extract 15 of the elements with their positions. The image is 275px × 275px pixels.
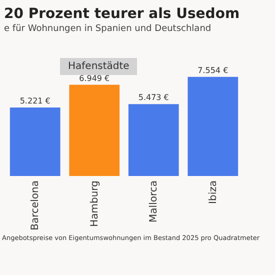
text: Hafenstädte (60, 58, 138, 75)
bar (69, 84, 120, 176)
data-label: 5.221 € (20, 96, 50, 106)
data-label: 7.554 € (198, 66, 228, 75)
data-label: 5.473 € (138, 93, 169, 102)
bar (188, 76, 238, 176)
bar (128, 104, 179, 176)
x-tick-label: Ibiza (208, 180, 219, 204)
x-tick-label: Barcelona (30, 180, 42, 230)
x-tick-label: Hamburg (89, 180, 100, 227)
data-label: 6.949 € (79, 74, 110, 83)
bar (10, 107, 60, 176)
x-tick-label: Mallorca (148, 180, 160, 222)
chart-subtitle: e für Wohnungen in Spanien und Deutschland (4, 24, 212, 34)
chart-title: 20 Prozent teurer als Usedom (4, 6, 240, 22)
